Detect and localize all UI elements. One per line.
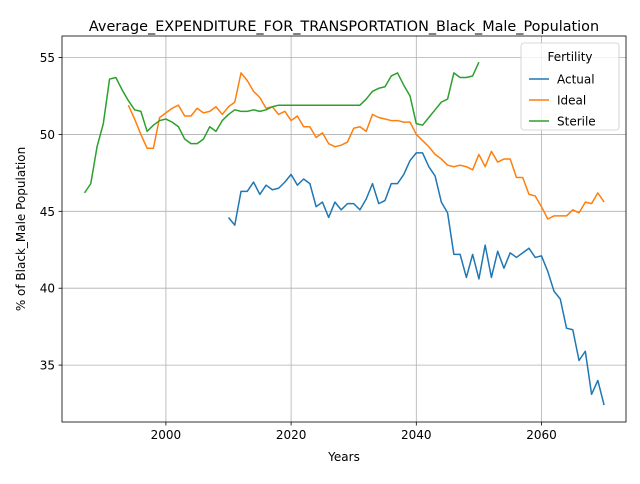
x-tick-label: 2040 [401, 428, 432, 442]
series-lines [83, 61, 605, 406]
x-tick-label: 2060 [526, 428, 557, 442]
legend-label-ideal: Ideal [557, 94, 586, 108]
y-tick-label: 35 [40, 359, 55, 373]
series-line-sterile [83, 61, 480, 194]
y-tick-label: 50 [40, 128, 55, 142]
x-axis: 2000 2020 2040 2060 [151, 422, 557, 442]
x-tick-label: 2000 [151, 428, 182, 442]
y-tick-label: 45 [40, 205, 55, 219]
legend-title: Fertility [547, 50, 592, 64]
y-tick-label: 40 [40, 282, 55, 296]
legend-label-actual: Actual [557, 73, 595, 87]
series-line-ideal [127, 72, 605, 220]
x-tick-label: 2020 [276, 428, 307, 442]
plot-frame [61, 35, 627, 423]
x-axis-label: Years [327, 450, 360, 464]
y-axis: 35 40 45 50 55 [40, 51, 62, 373]
y-tick-label: 55 [40, 51, 55, 65]
chart-title: Average_EXPENDITURE_FOR_TRANSPORTATION_B… [89, 19, 599, 35]
legend: Fertility Actual Ideal Sterile [520, 42, 620, 131]
legend-label-sterile: Sterile [557, 115, 596, 129]
series-line-actual [227, 152, 605, 406]
legend-box [520, 42, 620, 131]
y-axis-label: % of Black_Male Population [14, 147, 28, 311]
